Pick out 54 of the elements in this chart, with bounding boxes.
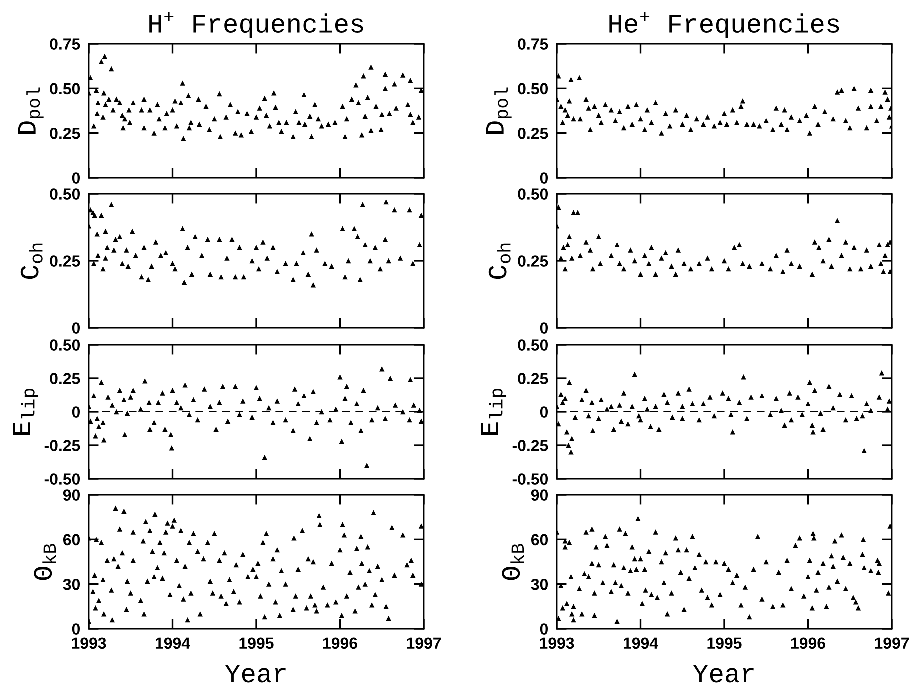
y-tick-label: 60	[63, 534, 80, 546]
x-tick-label: 1996	[323, 638, 358, 650]
y-tick-label: 0.75	[518, 38, 548, 50]
y-tick-label: -0.25	[512, 440, 548, 452]
x-tick-label: 1997	[875, 638, 910, 650]
y-tick-label: 0	[540, 624, 548, 635]
chart-title: He$^{+}$ Frequencies	[610, 12, 840, 38]
y-tick-label: 0.50	[518, 340, 548, 351]
y-tick-label: 0.25	[50, 128, 80, 140]
y-tick-label: 30	[531, 578, 548, 590]
y-tick-label: 0.50	[50, 83, 80, 95]
y-tick-label: 90	[63, 490, 80, 501]
x-tick-label: 1994	[156, 638, 190, 650]
y-tick-label: 0	[72, 322, 80, 334]
y-tick-label: 0.25	[518, 256, 548, 267]
y-tick-label: 0.25	[50, 373, 80, 384]
y-axis-title: Θ$_{kB}$	[34, 544, 56, 580]
x-tick-label: 1996	[791, 638, 826, 650]
y-axis-title: D$_{pol}$	[486, 88, 512, 134]
y-tick-label: 0.25	[50, 256, 80, 267]
y-tick-label: 60	[531, 534, 548, 546]
y-axis-title: E$_{lip}$	[481, 388, 507, 435]
y-tick-label: 30	[63, 578, 80, 590]
x-tick-label: 1993	[540, 638, 574, 650]
x-axis-title: Year	[225, 665, 286, 683]
y-tick-label: 0.50	[50, 188, 80, 200]
y-tick-label: 0.25	[518, 128, 548, 140]
y-tick-label: -0.50	[44, 474, 80, 485]
y-axis-title: E$_{lip}$	[13, 388, 39, 435]
y-axis-title: C$_{oh}$	[488, 244, 511, 280]
y-tick-label: 0.50	[518, 83, 548, 95]
y-axis-title: D$_{pol}$	[18, 88, 44, 134]
y-tick-label: 0.50	[50, 340, 80, 351]
x-axis-title: Year	[693, 665, 754, 683]
y-tick-label: 0	[72, 624, 80, 635]
y-tick-label: 0.75	[50, 38, 80, 50]
y-tick-label: 0	[540, 406, 548, 418]
y-tick-label: 0	[540, 172, 548, 184]
x-tick-label: 1993	[72, 638, 106, 650]
x-tick-label: 1995	[240, 638, 274, 650]
y-tick-label: 90	[531, 490, 548, 501]
y-tick-label: 0	[72, 172, 80, 184]
y-tick-label: 0	[540, 322, 548, 334]
y-axis-title: Θ$_{kB}$	[502, 544, 524, 580]
chart-title: H$^{+}$ Frequencies	[150, 12, 364, 38]
y-tick-label: 0	[72, 406, 80, 418]
x-tick-label: 1995	[708, 638, 742, 650]
y-tick-label: -0.25	[44, 440, 80, 452]
x-tick-label: 1994	[624, 638, 658, 650]
y-tick-label: 0.25	[518, 373, 548, 384]
y-tick-label: -0.50	[512, 474, 548, 485]
x-tick-label: 1997	[407, 638, 442, 650]
y-tick-label: 0.50	[518, 188, 548, 200]
y-axis-title: C$_{oh}$	[20, 244, 43, 280]
